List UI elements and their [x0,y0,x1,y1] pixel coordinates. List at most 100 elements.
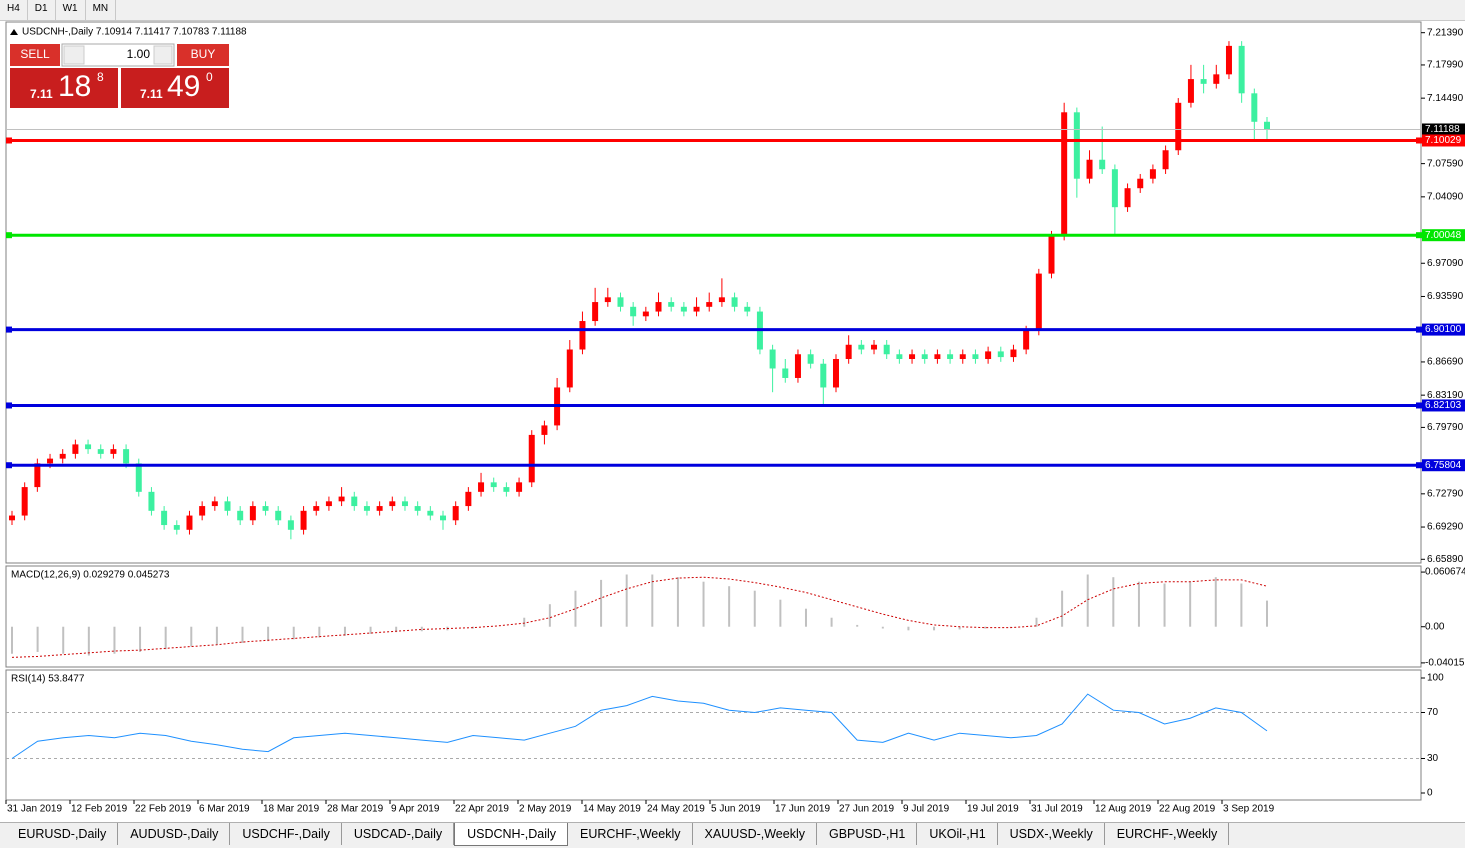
candle-body [363,506,370,511]
candle-body [59,453,66,459]
candle-body [718,297,725,303]
candle-body [34,463,41,488]
candle-body [237,510,244,521]
candle-body [680,306,687,312]
timeframe-button[interactable]: W1 [56,0,86,20]
level-handle [6,462,12,469]
timeframe-button[interactable]: D1 [28,0,56,20]
date-label: 24 May 2019 [647,804,705,815]
candle-body [972,354,979,359]
candle-body [325,501,332,507]
chart-tab[interactable]: EURCHF-,Weekly [1105,823,1230,845]
candle-body [287,520,294,530]
date-label: 2 May 2019 [519,804,572,815]
chart-tab[interactable]: USDCHF-,Daily [230,823,342,845]
macd-panel [5,565,1422,668]
candle-body [985,351,992,359]
current-price-box [1422,123,1465,136]
chart-tab[interactable]: EURUSD-,Daily [6,823,119,845]
sell-button[interactable] [10,44,60,66]
chart-tab[interactable]: USDCNH-,Daily [454,823,569,846]
date-label: 18 Mar 2019 [263,804,320,815]
candle-body [211,501,218,507]
level-handle [1416,232,1422,239]
level-label-box [1422,134,1465,147]
date-label: 3 Sep 2019 [1223,804,1275,815]
candle-body [300,510,307,530]
rsi-tick-label: 30 [1427,753,1439,764]
sell-price-box[interactable] [10,68,118,108]
candle-body [47,458,54,464]
candle-body [249,506,256,521]
candle-body [731,297,738,307]
candle-body [503,487,510,492]
level-handle [1416,462,1422,469]
price-tick-label: 6.97090 [1427,258,1464,269]
chart-tab[interactable]: AUDUSD-,Daily [118,823,231,845]
current-price-label: 7.11188 [1425,124,1460,135]
date-label: 31 Jan 2019 [7,804,62,815]
candle-body [1200,79,1207,84]
date-label: 22 Apr 2019 [455,804,509,815]
buy-price-pips: 49 [167,70,200,103]
candle-body [1023,330,1030,350]
timeframe-button[interactable]: MN [86,0,117,20]
candle-body [427,510,434,516]
candle-body [490,482,497,488]
macd-tick-label: 0.00 [1425,621,1445,632]
level-handle [1416,137,1422,144]
candle-body [1124,188,1131,208]
buy-price-box[interactable] [121,68,229,108]
candle-body [440,515,447,521]
buy-button[interactable] [177,44,229,66]
candle-body [351,496,358,507]
chart-tabs: EURUSD-,Daily AUDUSD-,Daily USDCHF-,Daily U… [0,822,1465,848]
chart-tab[interactable]: USDCAD-,Daily [342,823,455,845]
timeframe-button[interactable]: H4 [0,0,28,20]
candle-body [224,501,231,511]
chart-tab[interactable]: EURCHF-,Weekly [568,823,693,845]
chart-tab[interactable]: GBPUSD-,H1 [817,823,918,845]
candle-body [668,302,675,307]
candle-body [1086,159,1093,179]
lot-input[interactable] [61,43,175,67]
rsi-tick-label: 70 [1427,707,1439,718]
candle-body [642,311,649,317]
macd-tick-label: 0.060674 [1425,567,1465,578]
candle-body [1061,112,1068,236]
level-label: 6.75804 [1425,460,1462,471]
candle-body [693,306,700,312]
date-label: 22 Feb 2019 [135,804,192,815]
candle-body [1238,45,1245,94]
candle-body [947,354,954,359]
chart-tab[interactable]: XAUUSD-,Weekly [693,823,817,845]
date-label: 27 Jun 2019 [839,804,894,815]
level-handle [6,232,12,239]
price-tick-label: 7.07590 [1427,158,1464,169]
collapse-icon[interactable] [10,29,18,35]
lot-up[interactable] [153,45,173,65]
chart-tab[interactable]: UKOil-,H1 [917,823,998,845]
date-label: 9 Jul 2019 [903,804,950,815]
candle-body [655,302,662,312]
date-label: 22 Aug 2019 [1159,804,1216,815]
price-tick-label: 7.14490 [1427,93,1464,104]
price-tick-label: 6.86690 [1427,357,1464,368]
price-tick-label: 6.65890 [1427,554,1464,565]
candle-body [376,506,383,511]
candle-body [934,354,941,359]
candle-body [1251,93,1258,122]
rsi-tick-label: 100 [1427,673,1444,684]
candle-body [161,510,168,526]
sell-price-big: 7.11 [30,87,53,101]
symbol-info: USDCNH-,Daily 7.10914 7.11417 7.10783 7.… [22,27,247,38]
candle-body [414,506,421,511]
candle-body [9,515,15,521]
candle-body [110,449,117,454]
lot-down[interactable] [63,45,85,65]
rsi-label: RSI(14) 53.8477 [11,674,85,685]
candle-body [72,444,79,454]
date-label: 9 Apr 2019 [391,804,440,815]
chart-tab[interactable]: USDX-,Weekly [998,823,1105,845]
level-label-box [1422,459,1465,472]
